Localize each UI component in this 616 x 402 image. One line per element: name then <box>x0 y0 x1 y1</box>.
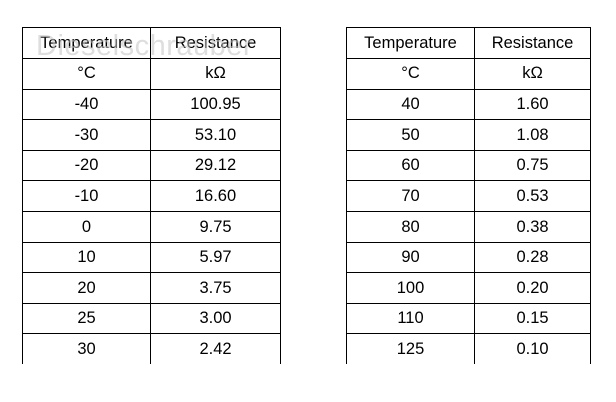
temperature-cell: 10 <box>22 241 151 274</box>
resistance-header: Resistance <box>474 27 591 59</box>
temperature-cell: -40 <box>22 88 151 121</box>
resistance-cell: 1.08 <box>474 119 591 151</box>
temperature-unit: °C <box>22 57 151 90</box>
resistance-cell: 2.42 <box>150 333 281 365</box>
resistance-cell: 16.60 <box>150 180 281 212</box>
temperature-cell: 30 <box>22 333 151 365</box>
resistance-table-high: Temperature Resistance °C kΩ 40 1.60 50 1.… <box>346 27 591 365</box>
table-row: 90 0.28 <box>346 241 591 274</box>
resistance-cell: 9.75 <box>150 210 281 243</box>
resistance-cell: 29.12 <box>150 149 281 182</box>
temperature-header: Temperature <box>22 27 151 59</box>
temperature-cell: 80 <box>346 210 475 243</box>
temperature-cell: 70 <box>346 180 475 212</box>
table-row: 10 5.97 <box>22 241 281 274</box>
table-row: 60 0.75 <box>346 149 591 182</box>
resistance-cell: 100.95 <box>150 88 281 121</box>
table-row: 0 9.75 <box>22 210 281 243</box>
table-row: -10 16.60 <box>22 180 281 212</box>
resistance-header: Resistance <box>150 27 281 59</box>
header-row: Temperature Resistance <box>346 27 591 59</box>
temperature-cell: 25 <box>22 302 151 335</box>
temperature-cell: -30 <box>22 119 151 151</box>
temperature-cell: 60 <box>346 149 475 182</box>
resistance-cell: 0.53 <box>474 180 591 212</box>
temperature-unit: °C <box>346 57 475 90</box>
temperature-cell: 20 <box>22 272 151 304</box>
unit-row: °C kΩ <box>346 57 591 90</box>
resistance-unit: kΩ <box>474 57 591 90</box>
resistance-cell: 1.60 <box>474 88 591 121</box>
table-row: 30 2.42 <box>22 333 281 365</box>
temperature-cell: 90 <box>346 241 475 274</box>
resistance-cell: 0.15 <box>474 302 591 335</box>
resistance-cell: 5.97 <box>150 241 281 274</box>
table-row: 100 0.20 <box>346 272 591 304</box>
resistance-cell: 0.75 <box>474 149 591 182</box>
temperature-header: Temperature <box>346 27 475 59</box>
unit-row: °C kΩ <box>22 57 281 90</box>
table-row: -20 29.12 <box>22 149 281 182</box>
resistance-cell: 3.75 <box>150 272 281 304</box>
table-row: -40 100.95 <box>22 88 281 121</box>
resistance-cell: 0.38 <box>474 210 591 243</box>
table-row: 40 1.60 <box>346 88 591 121</box>
temperature-cell: 110 <box>346 302 475 335</box>
table-row: 80 0.38 <box>346 210 591 243</box>
resistance-cell: 0.20 <box>474 272 591 304</box>
temperature-cell: 40 <box>346 88 475 121</box>
resistance-cell: 53.10 <box>150 119 281 151</box>
table-row: 125 0.10 <box>346 333 591 365</box>
table-row: -30 53.10 <box>22 119 281 151</box>
table-row: 50 1.08 <box>346 119 591 151</box>
temperature-cell: 100 <box>346 272 475 304</box>
temperature-cell: -20 <box>22 149 151 182</box>
temperature-cell: 50 <box>346 119 475 151</box>
resistance-cell: 0.10 <box>474 333 591 365</box>
table-row: 70 0.53 <box>346 180 591 212</box>
table-row: 20 3.75 <box>22 272 281 304</box>
resistance-cell: 3.00 <box>150 302 281 335</box>
temperature-cell: 125 <box>346 333 475 365</box>
temperature-cell: 0 <box>22 210 151 243</box>
table-row: 110 0.15 <box>346 302 591 335</box>
header-row: Temperature Resistance <box>22 27 281 59</box>
resistance-cell: 0.28 <box>474 241 591 274</box>
temperature-cell: -10 <box>22 180 151 212</box>
resistance-unit: kΩ <box>150 57 281 90</box>
resistance-table-low: Temperature Resistance °C kΩ -40 100.95 -… <box>22 27 281 365</box>
table-row: 25 3.00 <box>22 302 281 335</box>
